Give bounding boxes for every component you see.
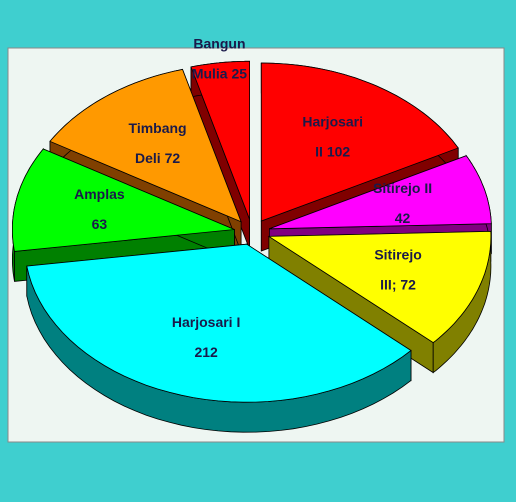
data-label: Harjosari I 212: [172, 314, 240, 360]
slice-top: [267, 230, 492, 344]
slice-top: [190, 60, 251, 220]
slice: [26, 243, 412, 433]
data-label: Harjosari II 102: [302, 113, 363, 159]
data-label: Sitirejo II 42: [373, 180, 432, 226]
data-label-line: Deli 72: [135, 150, 180, 166]
data-label-line: Timbang: [129, 120, 187, 136]
data-label-line: Sitirejo II: [373, 180, 432, 196]
data-label-line: 63: [92, 216, 108, 232]
slice-top: [49, 68, 242, 223]
data-label: Bangun Mulia 25: [192, 35, 247, 81]
data-label: Amplas 63: [74, 186, 125, 232]
data-label-line: Bangun: [193, 35, 245, 51]
slice-top: [11, 148, 235, 252]
slice-top: [269, 155, 492, 230]
data-label-line: III; 72: [380, 276, 416, 292]
data-label: Sitirejo III; 72: [374, 246, 421, 292]
slice: [190, 60, 251, 250]
data-label-line: Amplas: [74, 186, 125, 202]
data-label-line: Mulia 25: [192, 65, 247, 81]
data-label-line: Sitirejo: [374, 246, 421, 262]
data-label: Timbang Deli 72: [129, 120, 187, 166]
data-label-line: 42: [395, 210, 411, 226]
data-label-line: Harjosari: [302, 113, 363, 129]
pie: Harjosari II 102 Sitirejo II 42 Sitirejo III;…: [11, 35, 492, 433]
data-label-line: 212: [194, 344, 218, 360]
data-label-line: II 102: [315, 143, 350, 159]
slice-top: [260, 62, 459, 222]
data-label-line: Harjosari I: [172, 314, 240, 330]
slice-top: [26, 243, 412, 403]
